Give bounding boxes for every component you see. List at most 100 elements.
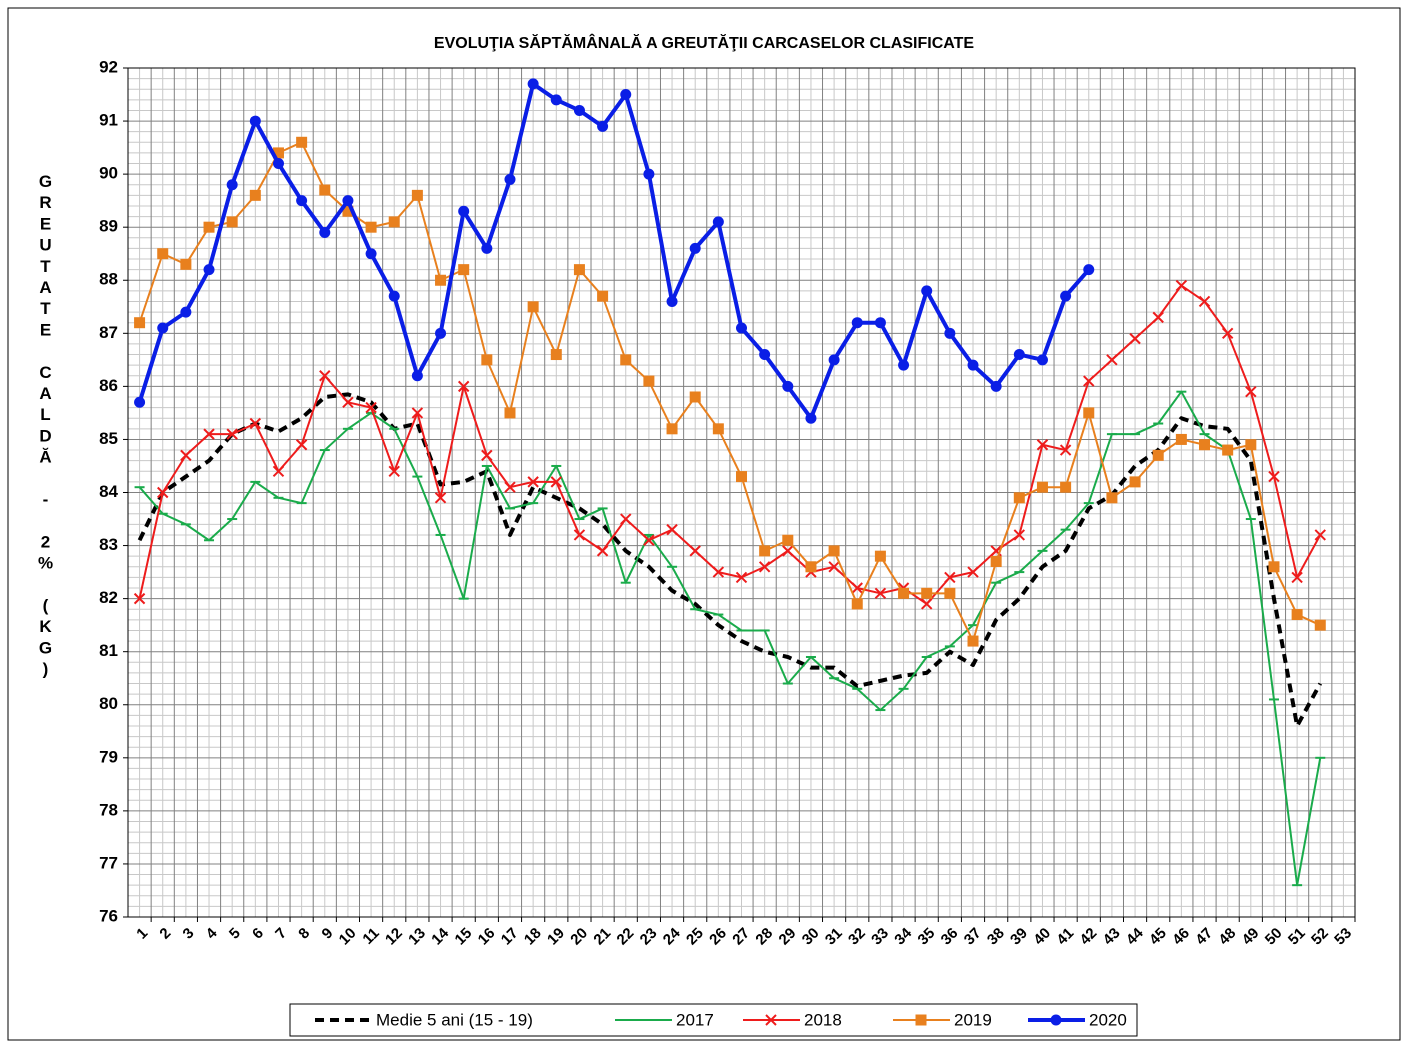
- point: [573, 529, 586, 541]
- point: [805, 412, 817, 424]
- point: [573, 264, 585, 276]
- legend-label: 2017: [676, 1010, 714, 1029]
- legend-label: Medie 5 ani (15 - 19): [376, 1010, 533, 1029]
- point: [1152, 311, 1164, 324]
- point: [504, 173, 516, 185]
- point: [735, 571, 748, 584]
- y-tick-label: 78: [99, 800, 118, 819]
- point: [759, 349, 771, 361]
- point: [967, 359, 979, 371]
- point: [527, 78, 539, 90]
- point: [1314, 619, 1326, 631]
- point: [828, 561, 840, 573]
- y-tick-label: 92: [99, 57, 118, 76]
- point: [226, 216, 238, 228]
- point: [1291, 609, 1303, 621]
- point: [1083, 264, 1095, 276]
- point: [342, 195, 354, 207]
- point: [411, 407, 424, 419]
- point: [481, 354, 493, 366]
- point: [782, 545, 794, 557]
- point: [1060, 290, 1072, 302]
- line: [138, 141, 1321, 643]
- point: [1106, 354, 1118, 366]
- line: [138, 390, 1322, 887]
- y-tick-label: 90: [99, 164, 118, 183]
- series-3: [134, 136, 1326, 647]
- series-2: [133, 279, 1326, 610]
- point: [765, 1014, 777, 1026]
- point: [435, 274, 447, 286]
- point: [319, 226, 331, 238]
- point: [388, 216, 400, 228]
- point: [527, 476, 539, 488]
- legend-label: 2018: [804, 1010, 842, 1029]
- point: [874, 587, 887, 600]
- legend-box: [289, 1003, 1138, 1037]
- point: [1129, 332, 1141, 345]
- point: [226, 179, 238, 191]
- chart-title: EVOLUŢIA SĂPTĂMÂNALĂ A GREUTĂŢII CARCASE…: [434, 33, 974, 52]
- point: [203, 428, 215, 440]
- point: [898, 587, 910, 599]
- point: [388, 465, 400, 477]
- point: [134, 317, 146, 329]
- point: [319, 184, 331, 196]
- point: [874, 550, 886, 562]
- point: [365, 401, 377, 414]
- point: [1013, 529, 1026, 541]
- point: [921, 587, 933, 599]
- point: [990, 380, 1002, 392]
- point: [157, 486, 169, 499]
- point: [689, 391, 701, 403]
- point: [272, 147, 284, 159]
- point: [828, 354, 840, 366]
- point: [226, 428, 238, 440]
- point: [180, 449, 192, 462]
- point: [736, 471, 747, 483]
- point: [388, 290, 400, 302]
- point: [1198, 295, 1211, 308]
- point: [434, 492, 447, 504]
- y-tick-label: 91: [99, 111, 118, 130]
- line: [137, 392, 1323, 728]
- point: [319, 370, 331, 382]
- point: [296, 136, 308, 148]
- point: [1036, 439, 1049, 451]
- y-tick-label: 84: [99, 482, 118, 501]
- series-1: [134, 390, 1326, 887]
- point: [1036, 481, 1048, 493]
- point: [967, 635, 979, 647]
- point: [805, 561, 817, 573]
- point: [1199, 439, 1211, 451]
- point: [457, 380, 470, 393]
- point: [1036, 354, 1048, 366]
- y-tick-label: 76: [99, 906, 118, 925]
- point: [712, 423, 724, 435]
- y-tick-label: 80: [99, 694, 118, 713]
- point: [249, 189, 261, 201]
- point: [435, 327, 447, 339]
- point: [134, 396, 146, 408]
- point: [666, 523, 678, 536]
- point: [620, 89, 632, 101]
- point: [180, 306, 192, 318]
- point: [712, 216, 724, 228]
- point: [1152, 449, 1164, 461]
- point: [504, 481, 516, 493]
- point: [782, 534, 794, 546]
- point: [272, 465, 285, 477]
- point: [967, 566, 979, 578]
- legend-label: 2019: [954, 1010, 992, 1029]
- point: [481, 242, 493, 254]
- point: [1175, 433, 1187, 445]
- point: [620, 354, 632, 366]
- point: [915, 1014, 927, 1026]
- point: [249, 417, 262, 430]
- point: [573, 104, 585, 116]
- point: [944, 327, 956, 339]
- point: [295, 439, 308, 451]
- y-tick-label: 77: [99, 853, 118, 872]
- point: [828, 545, 840, 557]
